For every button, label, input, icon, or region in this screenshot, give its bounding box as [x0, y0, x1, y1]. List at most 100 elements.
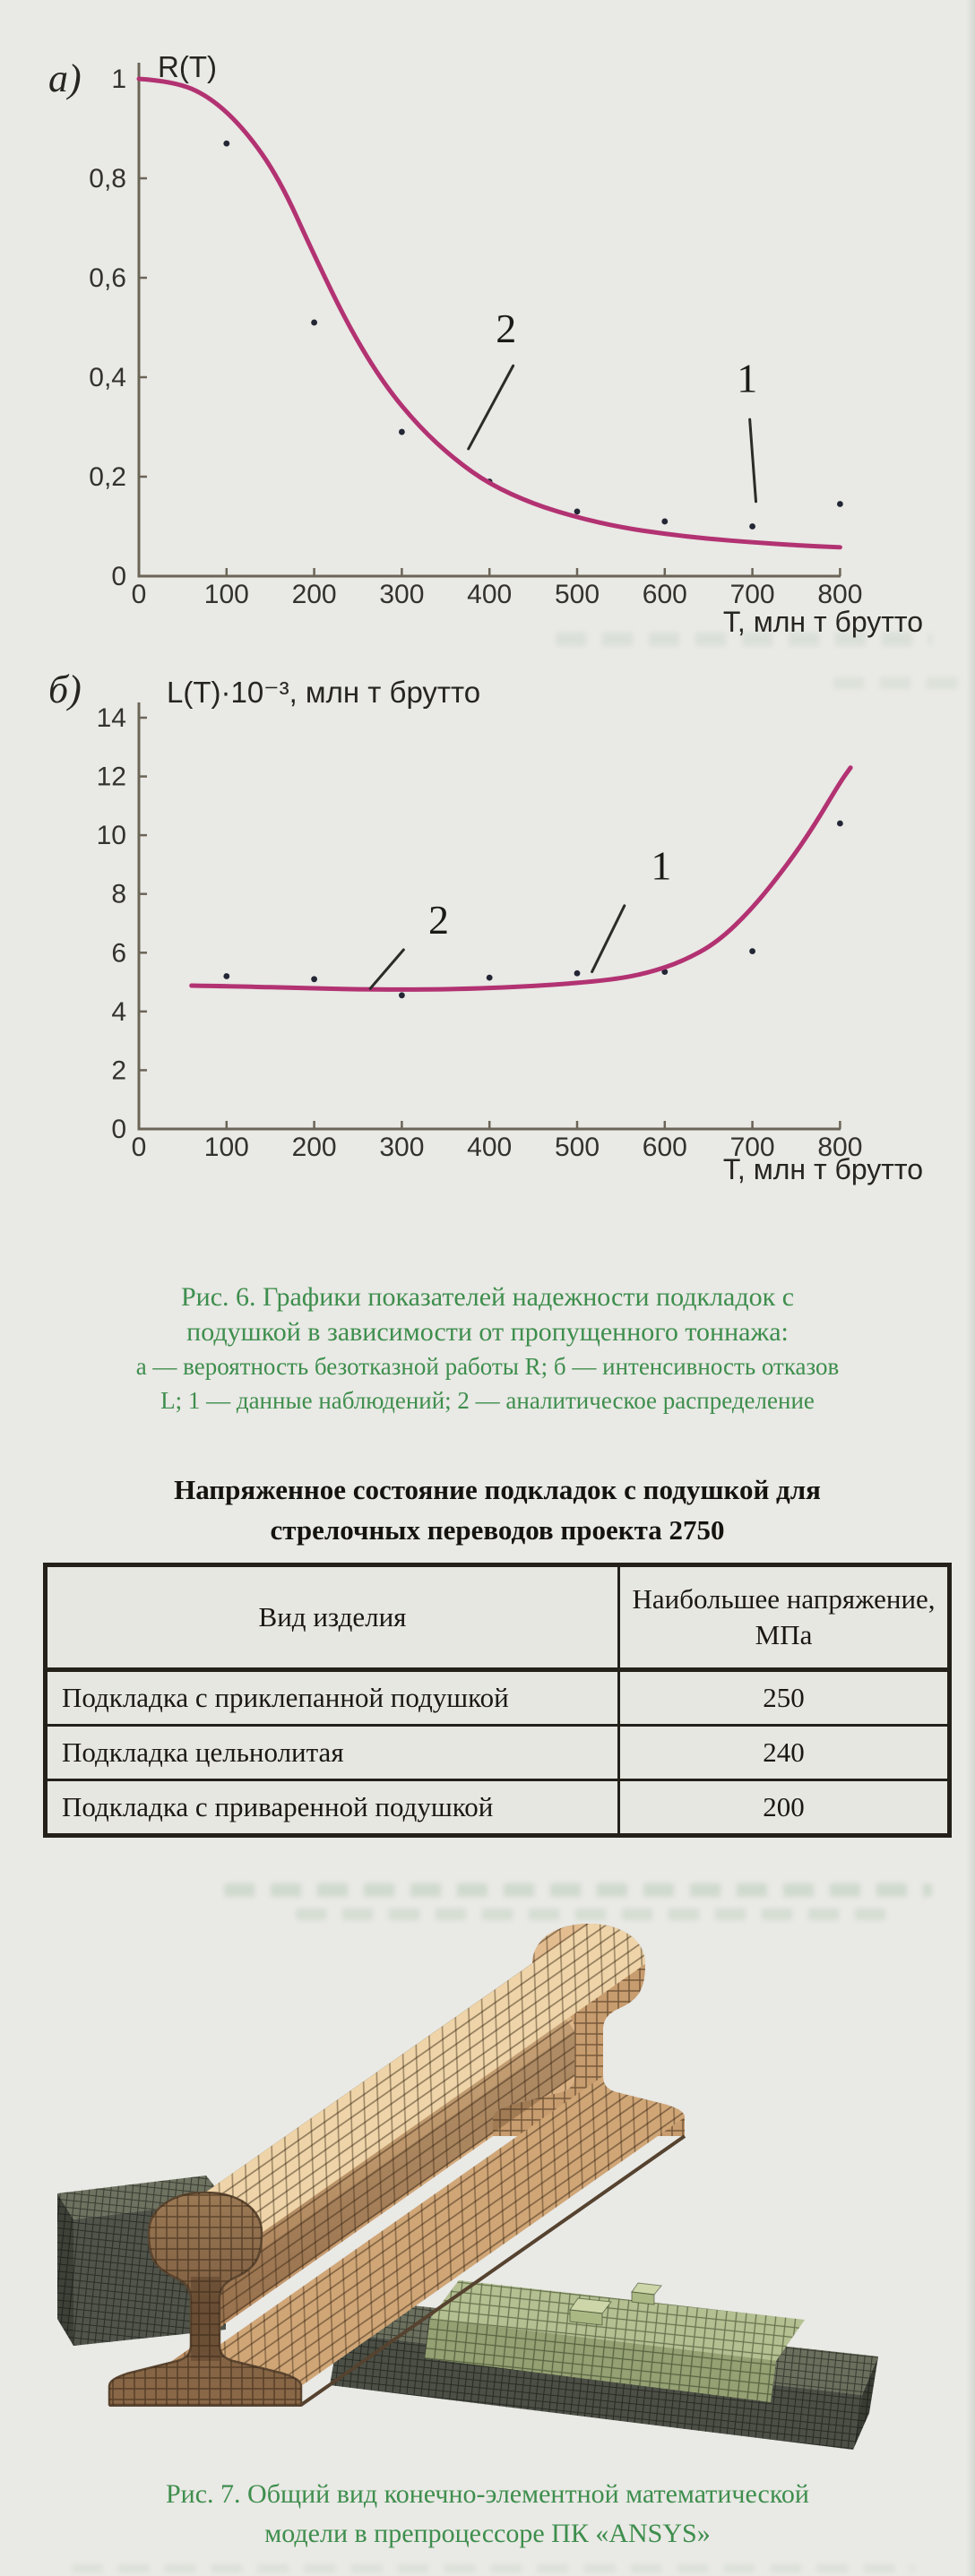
panel-label: б) [48, 668, 82, 711]
product-cell: Подкладка с приклепанной подушкой [44, 1668, 620, 1727]
x-tick-label: 200 [292, 580, 337, 609]
chart-b: 0 100 200 300 400 500 600 700 800 0 2 4 6 8 10 12 14 L(T)… [36, 659, 975, 1253]
figure6-caption: Рис. 6. Графики показателей надежности п… [36, 1279, 939, 1417]
figure6-caption-line: а — вероятность безотказной работы R; б … [135, 1353, 840, 1380]
x-tick-label: 100 [204, 1133, 249, 1162]
x-tick-label: 0 [132, 1133, 147, 1162]
stress-cell: 240 [617, 1724, 951, 1781]
x-axis-label: Т, млн т брутто [723, 1153, 923, 1185]
observation-point [749, 523, 755, 530]
y-tick-label: 8 [111, 880, 126, 909]
stress-table-section: Напряженное состояние подкладок с подушк… [43, 1469, 952, 1838]
product-cell: Подкладка с приваренной подушкой [44, 1779, 620, 1837]
y-tick-label: 2 [111, 1055, 126, 1085]
x-tick-label: 400 [467, 1133, 512, 1162]
showthrough-smudge [224, 1883, 932, 1897]
y-tick-label: 1 [111, 65, 126, 94]
figure7-caption: Рис. 7. Общий вид конечно-элементной мат… [36, 2475, 939, 2554]
x-tick-label: 600 [643, 580, 687, 609]
observation-point [749, 948, 755, 955]
y-tick-label: 6 [111, 938, 126, 968]
product-cell: Подкладка цельнолитая [44, 1724, 620, 1781]
x-axis-label: Т, млн т брутто [723, 606, 923, 638]
y-tick-label: 4 [111, 997, 126, 1027]
showthrough-smudge [296, 1908, 887, 1920]
showthrough-smudge [72, 2564, 914, 2572]
y-tick-label: 14 [97, 703, 126, 733]
figure6-caption-line: Рис. 6. Графики показателей надежности п… [180, 1282, 795, 1312]
callout-label: 2 [496, 306, 516, 351]
fem-plate-clip-bumps [569, 2282, 662, 2326]
chart-a: 0 100 200 300 400 500 600 700 800 0 0,2 0,4 0,6 0,8 1 R… [36, 25, 975, 654]
axis-title: L(T)·10⁻³, млн т брутто [167, 676, 480, 709]
callout-line [591, 904, 626, 974]
callout-label: 1 [651, 842, 671, 888]
x-tick-label: 300 [379, 1133, 424, 1162]
fem-rail [108, 1924, 686, 2407]
figure6-caption-line: подушкой в зависимости от пропущенного т… [186, 1317, 789, 1347]
observation-point [223, 140, 230, 147]
observation-point [574, 969, 581, 977]
table-row: Подкладка с приклепанной подушкой 250 [44, 1668, 951, 1727]
fem-pad-plate [425, 2280, 805, 2402]
observation-point [486, 974, 493, 981]
table-title: Напряженное состояние подкладок с подушк… [43, 1469, 952, 1550]
showthrough-smudge [556, 633, 932, 646]
y-tick-label: 0 [111, 562, 126, 591]
fem-model-figure [54, 1878, 923, 2459]
stress-cell: 250 [617, 1668, 951, 1727]
fem-model-svg [57, 1924, 878, 2450]
x-tick-label: 800 [817, 580, 862, 609]
callout-line [748, 418, 758, 504]
x-tick-label: 600 [643, 1133, 687, 1162]
analytic-curve [136, 76, 842, 550]
x-tick-label: 100 [204, 580, 249, 609]
observation-point [399, 992, 405, 999]
analytic-curve [189, 765, 853, 992]
showthrough-smudge [833, 677, 968, 689]
table-title-line: Напряженное состояние подкладок с подушк… [174, 1474, 821, 1505]
observation-point [661, 969, 669, 975]
y-tick-label: 10 [97, 821, 126, 850]
stress-table-body: Подкладка с приклепанной подушкой 250 Подк… [44, 1668, 951, 1837]
callout-line [467, 364, 515, 451]
x-tick-label: 400 [467, 580, 512, 609]
observation-point [311, 976, 317, 983]
y-tick-label: 12 [97, 762, 126, 792]
table-title-line: стрелочных переводов проекта 2750 [270, 1514, 725, 1546]
y-tick-label: 0,6 [89, 263, 126, 293]
figure7-caption-line: Рис. 7. Общий вид конечно-элементной мат… [166, 2479, 809, 2509]
observation-point [661, 518, 669, 525]
observation-point [837, 501, 843, 507]
callout-line [368, 948, 405, 990]
axis-title: R(T) [158, 50, 217, 83]
figure6-caption-line: L; 1 — данные наблюдений; 2 — аналитичес… [160, 1387, 815, 1414]
y-tick-label: 0,8 [89, 164, 126, 194]
y-tick-label: 0,2 [89, 462, 126, 492]
callout-label: 1 [737, 356, 757, 401]
axis [137, 63, 841, 578]
axis [137, 702, 841, 1131]
x-tick-label: 300 [379, 580, 424, 609]
x-tick-label: 0 [132, 580, 147, 609]
x-tick-label: 800 [817, 1133, 862, 1162]
y-tick-label: 0,4 [89, 363, 126, 392]
x-tick-label: 700 [730, 580, 775, 609]
stress-table: Вид изделия Наибольшее напряжение, МПа П… [43, 1563, 952, 1838]
x-tick-label: 500 [555, 580, 600, 609]
figure7-caption-line: модели в препроцессоре ПК «ANSYS» [264, 2519, 711, 2548]
x-tick-label: 500 [555, 1133, 600, 1162]
page-edge-shadow [966, 0, 975, 2576]
observation-point [574, 508, 581, 515]
x-tick-label: 200 [292, 1133, 337, 1162]
observation-point [837, 820, 843, 827]
chart-a-svg: 0 100 200 300 400 500 600 700 800 0 0,2 0,4 0,6 0,8 1 R… [48, 50, 923, 638]
stress-cell: 200 [617, 1779, 951, 1837]
observation-point [223, 973, 230, 979]
observation-point [399, 428, 405, 435]
table-row: Подкладка цельнолитая 240 [44, 1724, 951, 1781]
column-header-product: Вид изделия [44, 1564, 620, 1672]
chart-b-svg: 0 100 200 300 400 500 600 700 80002468101214L(T)… [48, 668, 923, 1185]
column-header-stress: Наибольшее напряжение, МПа [617, 1564, 951, 1672]
